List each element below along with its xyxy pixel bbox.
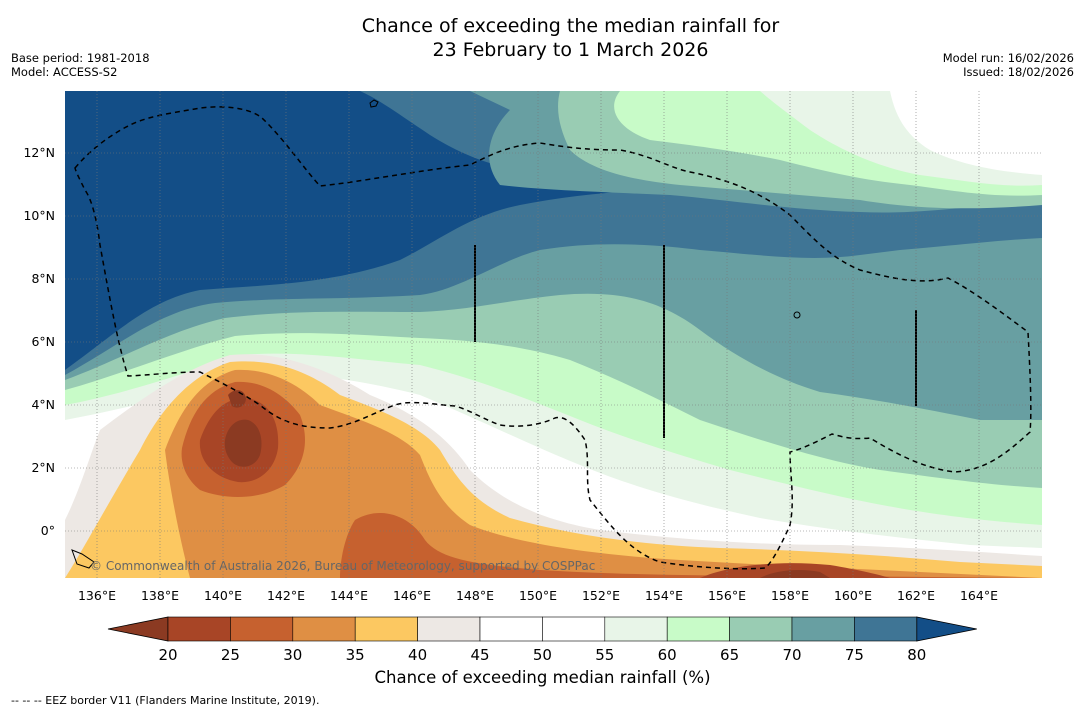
island-shape: [369, 99, 379, 108]
colorbar-tick-label: 75: [845, 646, 864, 664]
meta-left: Base period: 1981-2018 Model: ACCESS-S2: [11, 51, 150, 79]
colorbar-tick-label: 50: [533, 646, 552, 664]
contour-30: [181, 381, 1042, 578]
map-title: Chance of exceeding the median rainfall …: [0, 14, 1085, 62]
colorbar-tick-label: 30: [283, 646, 302, 664]
island-shape: [793, 311, 801, 319]
colorbar-bin: [167, 616, 231, 642]
lon-label: 152°E: [582, 588, 620, 603]
colorbar-tick-label: 65: [720, 646, 739, 664]
latitude-labels: 12°N 10°N 8°N 6°N 4°N 2°N 0°: [23, 145, 55, 538]
lon-label: 146°E: [393, 588, 431, 603]
copyright-text: © Commonwealth of Australia 2026, Bureau…: [90, 559, 595, 573]
base-period: Base period: 1981-2018: [11, 51, 150, 65]
colorbar-bin: [230, 616, 294, 642]
colorbar-tick-label: 35: [346, 646, 365, 664]
colorbar-bin: [854, 616, 918, 642]
lon-label: 164°E: [960, 588, 998, 603]
colorbar-over-arrow: [916, 616, 977, 642]
colorbar-tick-label: 40: [408, 646, 427, 664]
issued-date: Issued: 18/02/2026: [963, 65, 1074, 79]
colorbar-bin: [542, 616, 606, 642]
lon-label: 150°E: [519, 588, 557, 603]
lat-label: 8°N: [31, 271, 55, 286]
colorbar-bin: [791, 616, 855, 642]
colorbar-bin: [354, 616, 418, 642]
lon-label: 140°E: [204, 588, 242, 603]
colorbar-under-arrow: [107, 616, 169, 642]
lon-label: 136°E: [78, 588, 116, 603]
lat-label: 0°: [41, 523, 55, 538]
eez-border: [74, 106, 1032, 570]
lat-label: 12°N: [23, 145, 55, 160]
lon-label: 162°E: [897, 588, 935, 603]
colorbar-bin: [604, 616, 668, 642]
lon-label: 160°E: [834, 588, 872, 603]
eez-footnote: -- -- -- EEZ border V11 (Flanders Marine…: [11, 694, 320, 707]
colorbar-tick-label: 80: [907, 646, 926, 664]
lon-label: 138°E: [141, 588, 179, 603]
colorbar-tick-label: 55: [595, 646, 614, 664]
colorbar-tick-label: 25: [221, 646, 240, 664]
rainfall-field: © Commonwealth of Australia 2026, Bureau…: [65, 91, 1042, 578]
contour-25: [199, 398, 890, 578]
colorbar: 20 25 30 35 40 45 50 55 60 65 70 75 80: [107, 616, 977, 664]
island-shape: [71, 549, 95, 569]
colorbar-bin: [417, 616, 481, 642]
contour-65: [65, 91, 1042, 525]
colorbar-tick-label: 60: [658, 646, 677, 664]
lon-label: 158°E: [771, 588, 809, 603]
colorbar-bin: [666, 616, 730, 642]
lat-label: 4°N: [31, 397, 55, 412]
lon-label: 154°E: [645, 588, 683, 603]
lon-label: 156°E: [708, 588, 746, 603]
colorbar-title: Chance of exceeding median rainfall (%): [374, 668, 711, 687]
title-line-2: 23 February to 1 March 2026: [432, 39, 709, 61]
lon-label: 144°E: [330, 588, 368, 603]
meta-right: Model run: 16/02/2026 Issued: 18/02/2026: [943, 51, 1074, 79]
lat-label: 10°N: [23, 208, 55, 223]
colorbar-tick-label: 70: [782, 646, 801, 664]
colorbar-tick-label: 45: [470, 646, 489, 664]
colorbar-bin: [479, 616, 543, 642]
colorbar-bin: [292, 616, 356, 642]
longitude-labels: 136°E 138°E 140°E 142°E 144°E 146°E 148°…: [78, 588, 998, 603]
lat-label: 2°N: [31, 460, 55, 475]
title-line-1: Chance of exceeding the median rainfall …: [361, 15, 780, 37]
lat-label: 6°N: [31, 334, 55, 349]
lon-label: 148°E: [456, 588, 494, 603]
model-name: Model: ACCESS-S2: [11, 65, 118, 79]
model-run: Model run: 16/02/2026: [942, 51, 1074, 65]
colorbar-tick-label: 20: [158, 646, 177, 664]
colorbar-bin: [729, 616, 793, 642]
lon-label: 142°E: [267, 588, 305, 603]
graticule: [65, 91, 1042, 578]
